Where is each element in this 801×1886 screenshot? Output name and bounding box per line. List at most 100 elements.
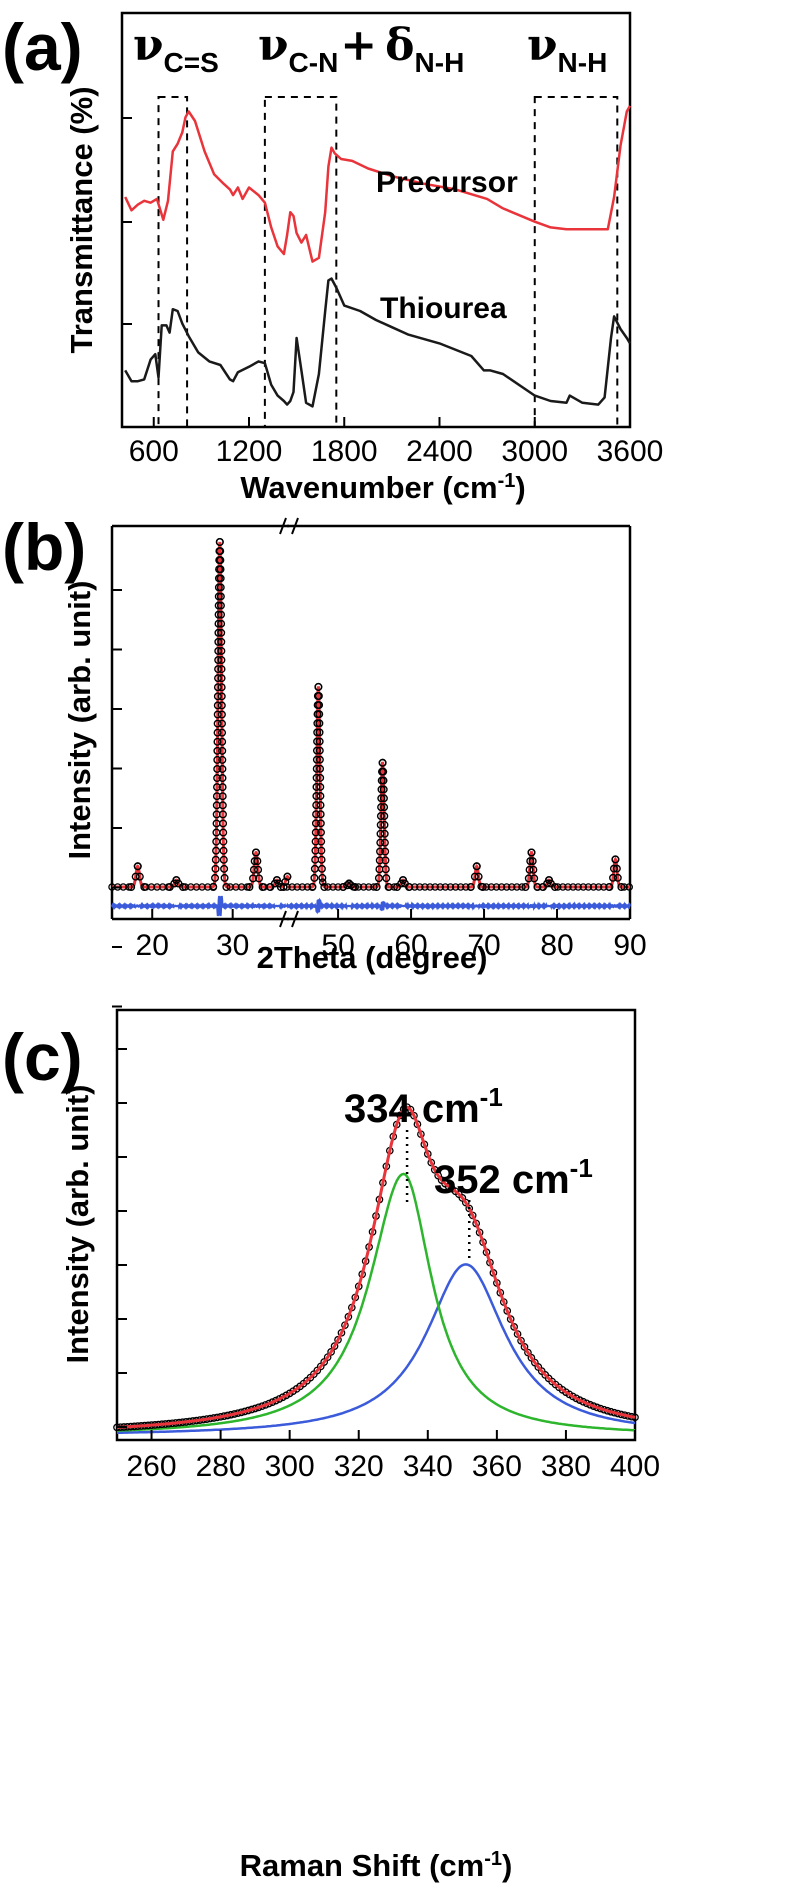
observed-marker — [564, 883, 572, 891]
observed-marker — [609, 864, 618, 873]
observed-marker — [212, 792, 221, 801]
observed-marker — [213, 764, 222, 773]
observed-marker — [312, 773, 321, 782]
observed-marker — [216, 547, 225, 556]
panel-a-frame — [120, 11, 632, 429]
observed-marker — [379, 794, 388, 803]
observed-marker — [217, 692, 226, 701]
label-nu-cs: νC=S — [133, 20, 219, 78]
observed-marker — [315, 746, 324, 755]
observed-marker — [625, 883, 634, 891]
observed-marker — [218, 792, 227, 801]
observed-marker — [379, 776, 388, 785]
observed-marker — [451, 883, 460, 891]
observed-marker — [315, 737, 324, 746]
observed-marker — [218, 755, 227, 764]
observed-marker — [611, 855, 620, 864]
observed-marker — [382, 874, 391, 883]
x-tick-label-300: 300 — [265, 1450, 315, 1483]
observed-marker — [317, 864, 326, 873]
observed-marker — [364, 883, 373, 891]
observed-marker — [217, 665, 226, 674]
observed-marker — [380, 838, 389, 847]
observed-marker — [217, 637, 226, 646]
observed-marker — [406, 1105, 415, 1114]
observed-marker — [617, 883, 626, 892]
observed-marker — [376, 812, 385, 821]
difference-line-1 — [286, 897, 632, 915]
observed-marker — [456, 883, 465, 891]
observed-marker — [219, 846, 228, 855]
panel-c-lines — [113, 1103, 639, 1435]
observed-marker — [381, 847, 390, 856]
observed-marker — [377, 794, 386, 803]
panel-a-y-axis-title: Transmittance (%) — [64, 86, 99, 353]
observed-marker — [376, 847, 385, 856]
observed-marker — [252, 848, 261, 857]
observed-marker — [349, 883, 358, 891]
observed-marker — [218, 728, 227, 737]
observed-marker — [214, 628, 223, 637]
observed-marker — [599, 883, 608, 891]
observed-marker — [370, 883, 378, 891]
x-tick-label-320: 320 — [334, 1450, 384, 1483]
observed-marker — [376, 838, 385, 847]
observed-marker — [559, 883, 567, 891]
x-tick-label-70: 70 — [467, 929, 500, 962]
observed-marker — [217, 628, 226, 637]
observed-marker — [569, 883, 577, 891]
observed-marker — [213, 710, 222, 719]
observed-marker — [441, 883, 450, 891]
observed-marker — [314, 691, 323, 700]
panel-c: (c) 260 280 300 320 340 360 380 400 334 cm-1 35… — [2, 1008, 660, 1883]
observed-marker — [312, 755, 321, 764]
observed-marker — [217, 646, 226, 655]
observed-marker — [319, 878, 327, 886]
observed-marker — [416, 883, 424, 891]
observed-marker — [316, 773, 325, 782]
x-tick-label-60: 60 — [394, 929, 427, 962]
observed-marker — [164, 883, 173, 891]
observed-marker — [446, 883, 455, 891]
peak-label-352: 352 cm-1 — [434, 1153, 593, 1202]
observed-marker — [380, 829, 389, 838]
observed-marker — [470, 872, 479, 881]
observed-marker — [213, 719, 222, 728]
observed-marker — [293, 883, 301, 891]
x-tick-label-2400: 2400 — [406, 435, 473, 468]
observed-marker — [390, 883, 399, 891]
observed-marker — [376, 829, 385, 838]
observed-marker — [283, 872, 292, 881]
observed-marker — [214, 656, 223, 665]
observed-marker — [461, 1198, 470, 1207]
observed-marker — [554, 883, 562, 891]
observed-marker — [521, 883, 530, 892]
observed-marker — [245, 883, 254, 892]
panel-a-x-ticks: 600 1200 1800 2400 3000 3600 — [129, 417, 663, 468]
observed-marker — [214, 665, 223, 674]
observed-marker — [313, 737, 322, 746]
observed-marker — [313, 728, 322, 737]
observed-marker — [218, 746, 227, 755]
observed-marker — [213, 746, 222, 755]
observed-marker — [135, 872, 144, 881]
observed-marker — [359, 883, 368, 891]
observed-marker — [218, 783, 227, 792]
panel-a-label: (a) — [2, 10, 83, 84]
observed-marker — [214, 637, 223, 646]
green-component-line — [117, 1172, 636, 1432]
observed-marker — [217, 674, 226, 683]
observed-marker — [487, 883, 496, 891]
observed-marker — [613, 873, 622, 882]
observed-marker — [213, 683, 222, 692]
x-tick-label-260: 260 — [127, 1450, 177, 1483]
observed-marker — [213, 728, 222, 737]
panel-b-y-axis-title: Intensity (arb. unit) — [62, 581, 97, 860]
observed-marker — [211, 873, 220, 882]
observed-marker — [379, 767, 388, 776]
observed-marker — [254, 865, 263, 874]
observed-marker — [219, 819, 228, 828]
observed-marker — [538, 883, 547, 891]
panel-b: (b) 20 30 50 60 70 80 90 2Theta (degree) Inten… — [2, 510, 647, 1008]
